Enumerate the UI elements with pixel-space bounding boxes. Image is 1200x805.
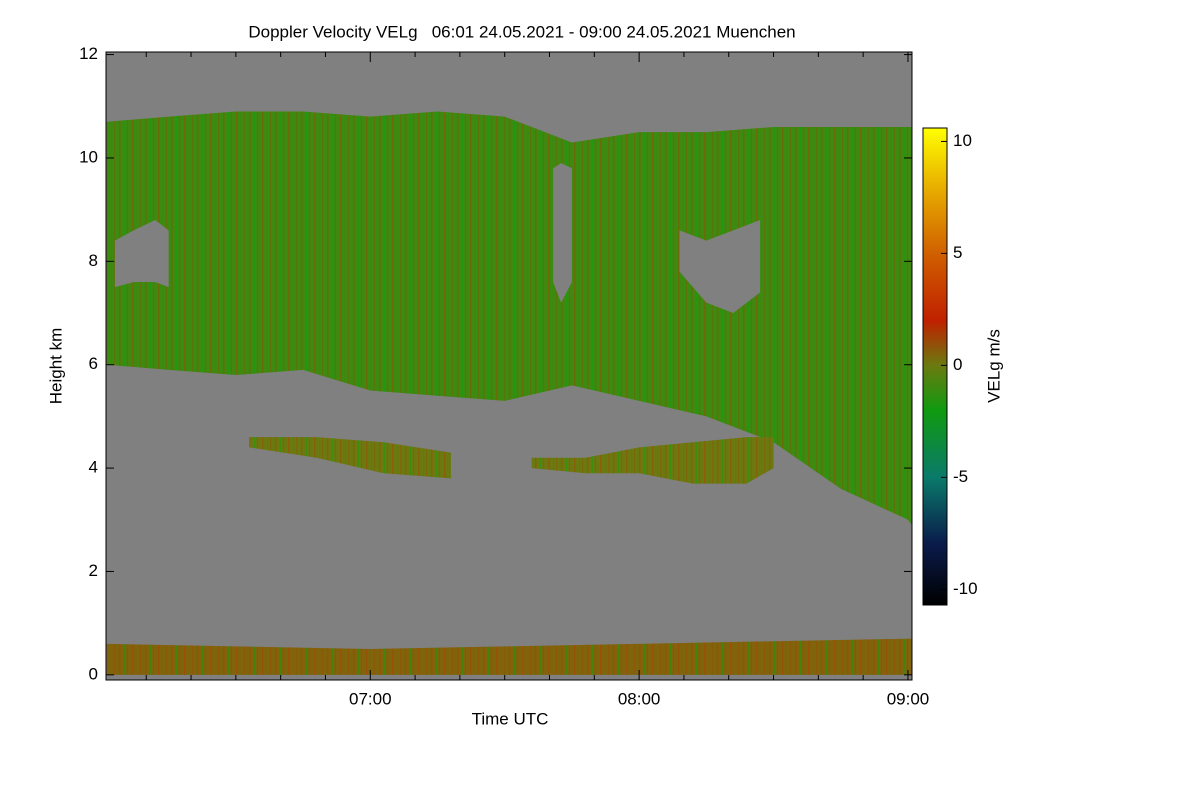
y-tick-label: 6: [89, 354, 98, 373]
x-tick-label: 07:00: [349, 689, 392, 708]
clear-region: [114, 219, 169, 288]
clear-region: [679, 219, 761, 314]
colorbar-tick-label: 0: [953, 355, 962, 374]
colorbar: [922, 127, 948, 606]
plot-frame: [105, 51, 913, 681]
echo-texture: [106, 111, 913, 525]
colorbar-label: VELg m/s: [984, 329, 1003, 403]
echo-texture: [106, 638, 913, 675]
y-tick-label: 4: [89, 458, 98, 477]
y-tick-label: 0: [89, 664, 98, 683]
echo-texture: [531, 437, 774, 484]
x-tick-label: 09:00: [887, 689, 930, 708]
y-tick-label: 8: [89, 251, 98, 270]
colorbar-tick-label: -10: [953, 579, 978, 598]
x-tick-label: 08:00: [618, 689, 661, 708]
echo-texture: [249, 437, 451, 479]
colorbar-tick-label: 5: [953, 243, 962, 262]
chart-title: Doppler Velocity VELg 06:01 24.05.2021 -…: [248, 22, 795, 41]
colorbar-tick-label: 10: [953, 131, 972, 150]
clear-region: [553, 163, 572, 303]
x-axis-label: Time UTC: [472, 709, 549, 728]
y-tick-label: 2: [89, 561, 98, 580]
colorbar-tick-label: -5: [953, 467, 968, 486]
y-tick-label: 10: [79, 147, 98, 166]
y-axis-label: Height km: [46, 328, 65, 405]
y-tick-label: 12: [79, 44, 98, 63]
